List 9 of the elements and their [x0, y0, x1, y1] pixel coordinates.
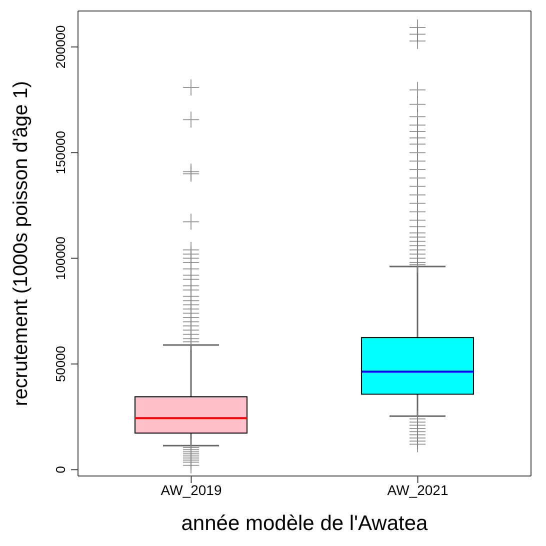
- y-tick-label: 0: [53, 466, 68, 474]
- x-tick-label: AW_2021: [387, 482, 448, 498]
- x-tick-label: AW_2019: [160, 482, 222, 498]
- y-tick-label: 200000: [53, 25, 68, 69]
- y-tick-label: 150000: [53, 130, 68, 174]
- x-axis-title: année modèle de l'Awatea: [181, 512, 428, 535]
- y-axis-title: recrutement (1000s poisson d'âge 1): [10, 80, 32, 406]
- y-tick-label: 50000: [53, 346, 68, 382]
- y-tick-label: 100000: [53, 236, 68, 280]
